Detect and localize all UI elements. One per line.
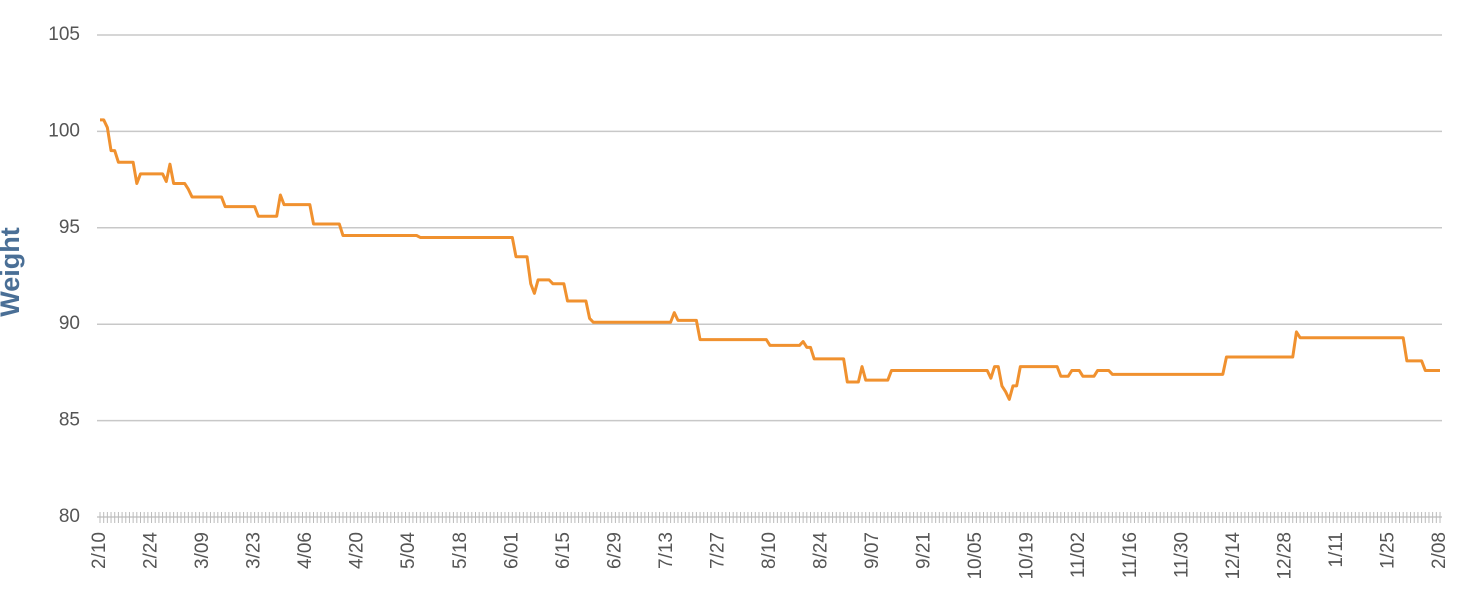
x-tick-label: 2/08 — [1429, 532, 1450, 569]
x-tick-label: 5/04 — [398, 532, 419, 569]
x-tick-label: 7/13 — [656, 532, 677, 569]
y-tick-label: 80 — [59, 506, 80, 527]
x-tick-label: 8/24 — [811, 532, 832, 569]
x-tick-label: 9/21 — [914, 532, 935, 569]
x-tick-label: 12/28 — [1274, 532, 1295, 580]
y-tick-label: 90 — [59, 313, 80, 334]
x-tick-label: 11/30 — [1171, 532, 1192, 578]
x-tick-label: 2/24 — [141, 532, 162, 569]
x-tick-label: 3/09 — [192, 532, 213, 569]
x-tick-label: 6/29 — [604, 532, 625, 569]
x-tick-label: 12/14 — [1223, 532, 1244, 580]
y-tick-label: 95 — [59, 217, 80, 238]
x-tick-label: 1/25 — [1377, 532, 1398, 569]
y-tick-label: 105 — [48, 24, 80, 45]
x-tick-label: 11/02 — [1068, 532, 1089, 578]
x-tick-label: 6/01 — [501, 532, 522, 569]
x-tick-label: 2/10 — [89, 532, 110, 569]
line — [100, 118, 1440, 401]
x-tick-label: 8/10 — [759, 532, 780, 569]
x-tick-label: 11/16 — [1120, 532, 1141, 578]
x-tick-label: 9/07 — [862, 532, 883, 569]
x-tick-label: 10/05 — [965, 532, 986, 580]
x-tick-label: 6/15 — [553, 532, 574, 569]
x-tick-label: 3/23 — [244, 532, 265, 569]
y-tick-label: 85 — [59, 410, 80, 431]
x-tick-label: 1/11 — [1326, 532, 1347, 568]
x-tick-label: 4/20 — [347, 532, 368, 569]
x-tick-label: 10/19 — [1017, 532, 1038, 580]
y-tick-label: 100 — [48, 120, 80, 141]
y-axis-label: Weight — [0, 227, 25, 317]
x-tick-label: 4/06 — [295, 532, 316, 569]
x-tick-label: 5/18 — [450, 532, 471, 569]
x-tick-label: 7/27 — [707, 532, 728, 569]
